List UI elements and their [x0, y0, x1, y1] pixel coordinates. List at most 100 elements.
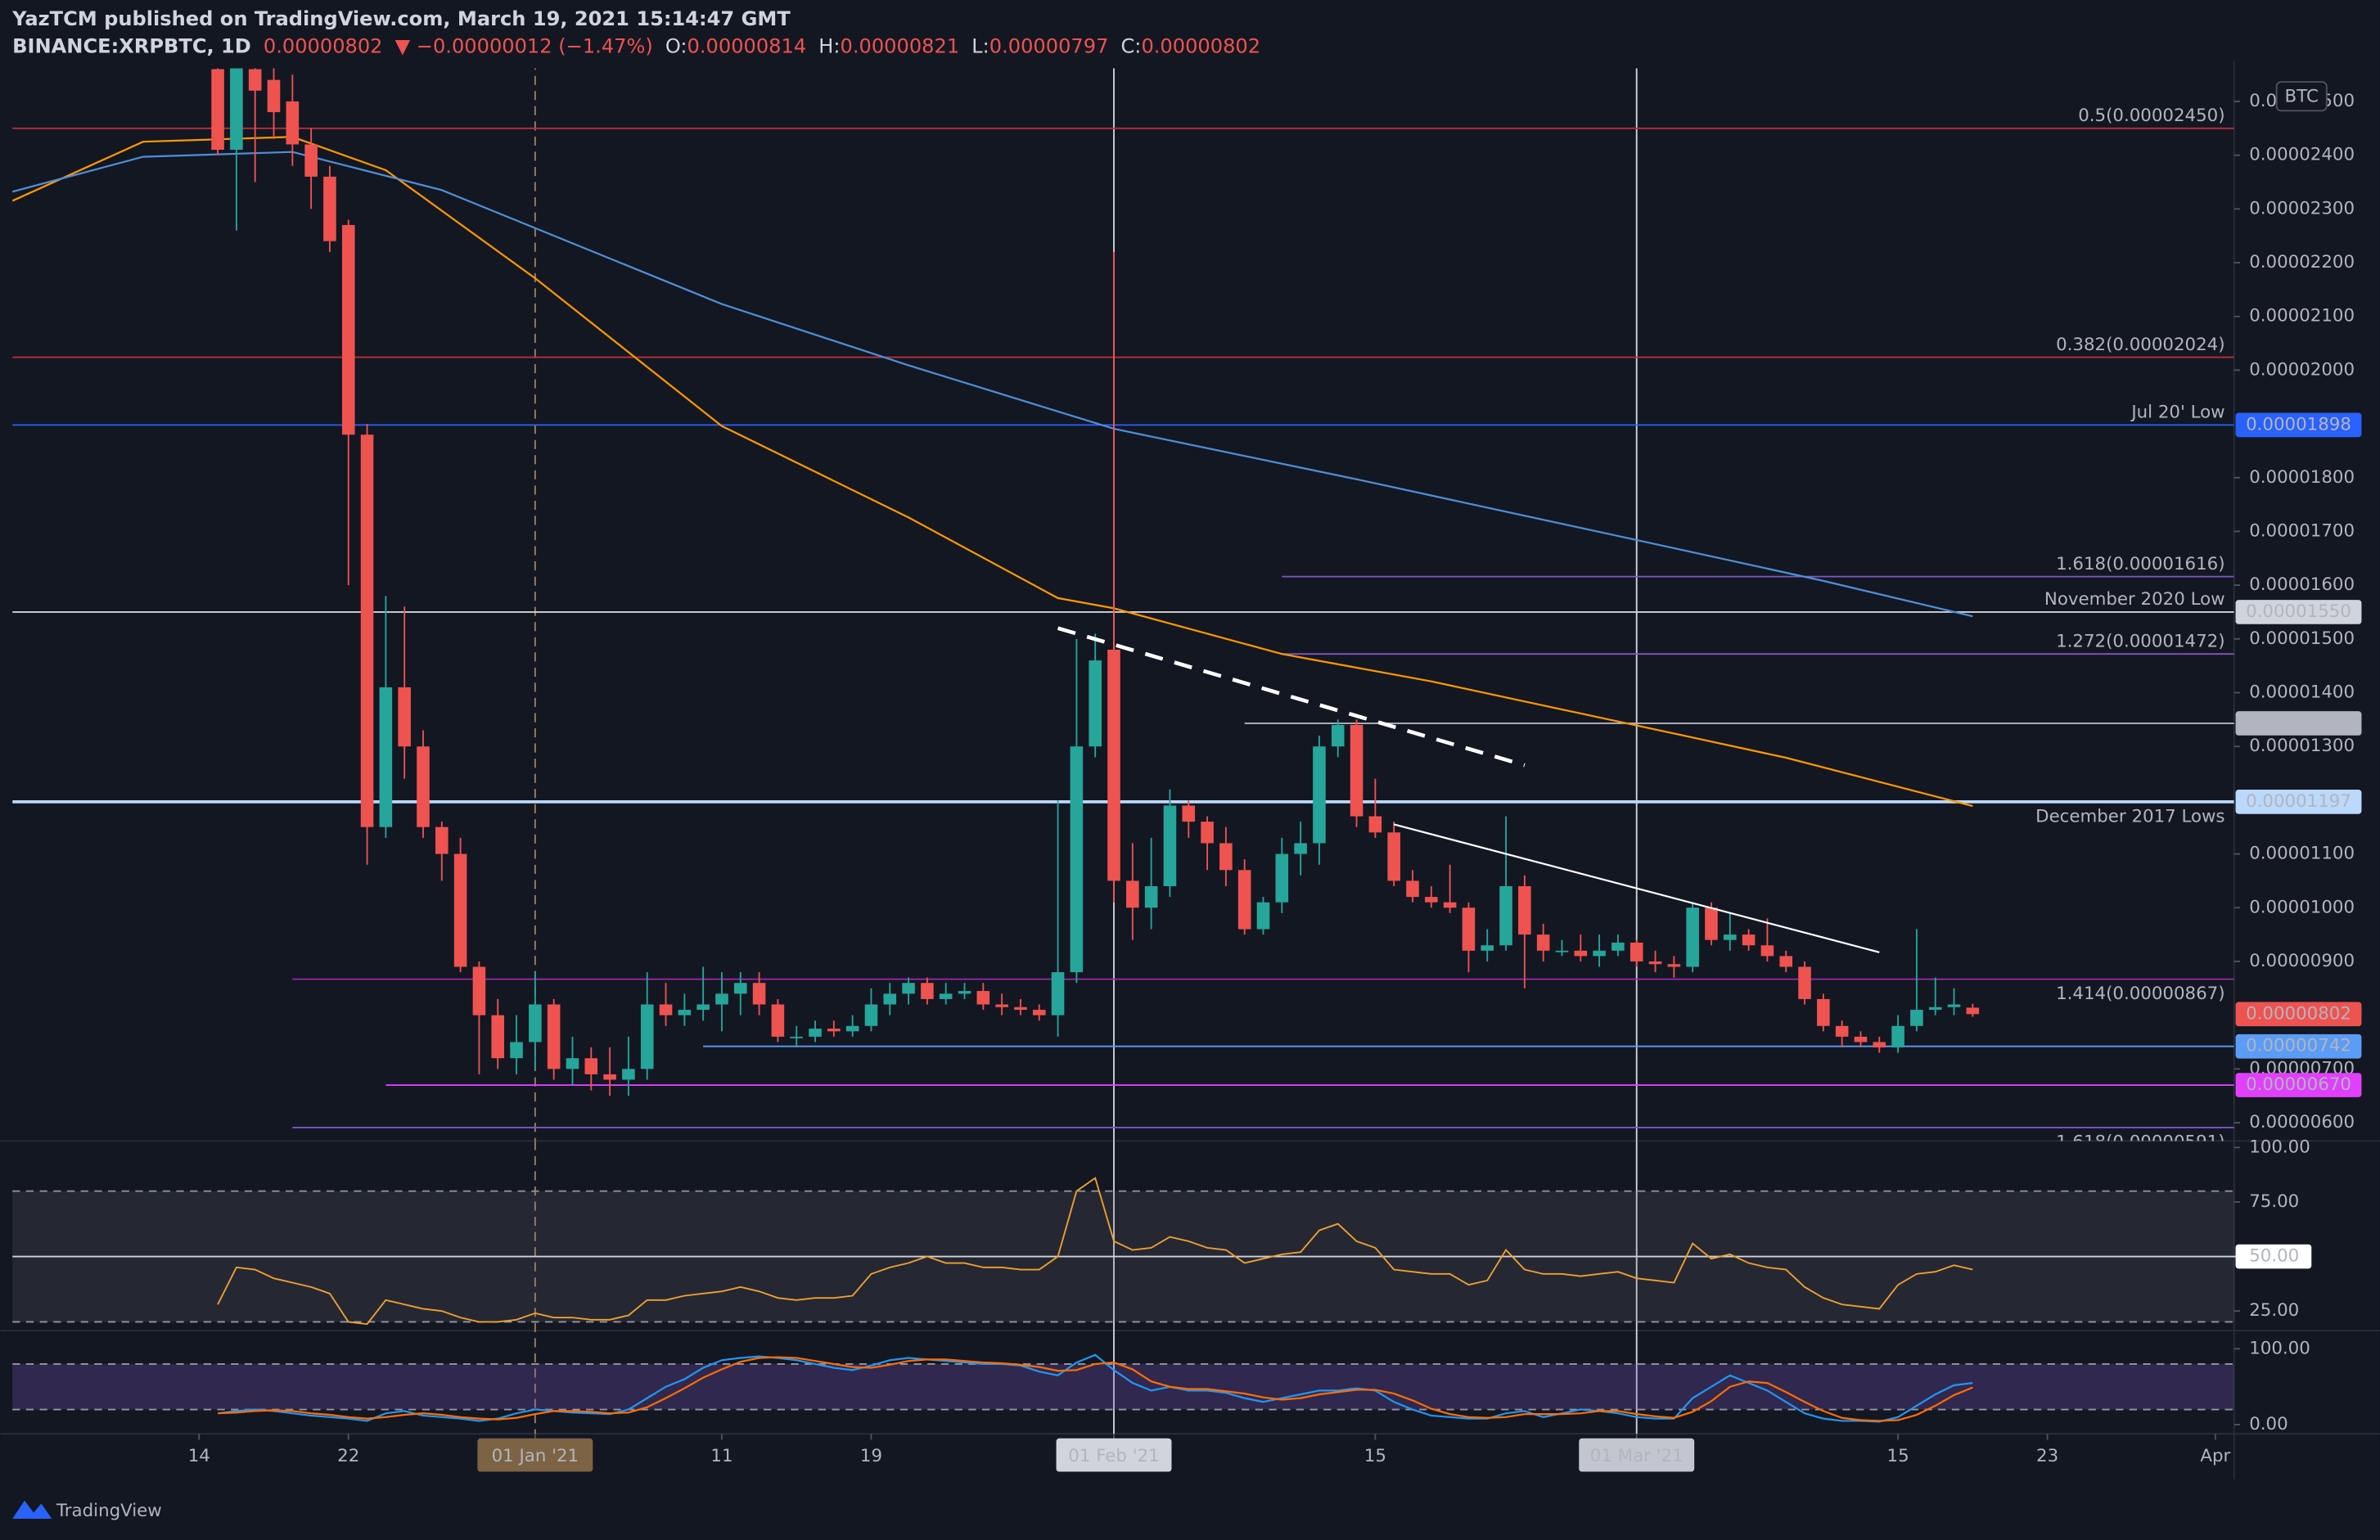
level-label: 1.414(0.00000867): [2056, 984, 2224, 1004]
x-tick-label: 22: [337, 1446, 359, 1466]
candle-body: [1443, 902, 1457, 908]
candle-body: [398, 687, 411, 747]
price-box-label: 0.00000802: [2246, 1003, 2351, 1024]
candle-body: [1331, 724, 1345, 747]
candle-body: [1611, 942, 1625, 951]
last-price: 0.00000802: [264, 34, 383, 57]
y-tick-label: 25.00: [2249, 1300, 2299, 1321]
y-tick-label: 50.00: [2249, 1246, 2299, 1267]
price-box-label: 0.00001197: [2246, 791, 2351, 812]
y-tick-label: 0.00001600: [2249, 574, 2355, 595]
candle-body: [1313, 746, 1326, 844]
y-tick-label: 0.00001100: [2249, 844, 2355, 864]
candle-body: [1629, 942, 1643, 961]
x-tick-label: 11: [710, 1446, 732, 1466]
y-tick-label: 0.00001000: [2249, 897, 2355, 917]
candle-body: [864, 1004, 878, 1026]
candle-body: [472, 966, 486, 1015]
candle-body: [304, 144, 318, 177]
price-pane: 0.5(0.00002450) 0.382(0.00002024) Jul 20' …: [12, 68, 2234, 1141]
candle-body: [1219, 843, 1233, 871]
symbol: BINANCE:XRPBTC, 1D: [12, 34, 251, 57]
y-tick-label: 0.00001800: [2249, 467, 2355, 488]
ohlc-value: 0.00000802: [1141, 34, 1260, 57]
x-tick-label: Apr: [2200, 1446, 2230, 1466]
x-tick-label: 01 Feb '21: [1068, 1446, 1159, 1466]
ohlc-value: 0.00000814: [687, 34, 807, 57]
candle-body: [1144, 885, 1158, 908]
level-note: November 2020 Low: [2044, 589, 2225, 610]
tick-box: [2235, 1244, 2312, 1269]
candle-body: [211, 69, 224, 151]
y-tick-label: 0.00002000: [2249, 359, 2355, 380]
candle-body: [1574, 950, 1588, 957]
candle-body: [1835, 1025, 1849, 1037]
x-tick-label: 15: [1887, 1446, 1909, 1466]
candle-body: [360, 435, 374, 827]
x-tick-label: 23: [2036, 1446, 2058, 1466]
price-box: [2235, 1002, 2362, 1027]
trendline: [1393, 823, 1880, 953]
candle-body: [1499, 885, 1512, 946]
candle-body: [790, 1036, 804, 1038]
price-box-label: 0.00000742: [2246, 1036, 2351, 1056]
x-tick-label: 15: [1364, 1446, 1386, 1466]
candle-body: [510, 1042, 523, 1059]
y-tick-label: 0.00000600: [2249, 1112, 2355, 1132]
candle-body: [1742, 934, 1756, 946]
candle-body: [1462, 907, 1476, 951]
candle-body: [1051, 972, 1065, 1015]
candle-body: [230, 68, 243, 151]
panes: 100.00 75.00 50.00 25.00 100.00 0.00 14 22 01 Ja…: [0, 61, 2380, 1479]
candle-body: [1237, 870, 1251, 930]
candle-body: [678, 1010, 692, 1015]
candle-body: [1966, 1007, 1980, 1015]
candle-body: [1760, 945, 1774, 957]
price-box: [2235, 1073, 2362, 1097]
x-tick-box: [1056, 1438, 1172, 1472]
level-note: Jul 20' Low: [2130, 403, 2224, 423]
candle-body: [696, 1004, 710, 1011]
candle-body: [1032, 1010, 1046, 1015]
price-change: ▼ −0.00000012 (−1.47%): [395, 34, 653, 57]
candle-body: [1947, 1004, 1961, 1007]
stoch-line: [218, 1356, 1973, 1422]
x-tick-label: 01 Jan '21: [492, 1446, 579, 1466]
currency: BTC: [2285, 87, 2319, 107]
symbol-line: BINANCE:XRPBTC, 1D 0.00000802 ▼ −0.00000…: [12, 34, 1260, 57]
price-box: [2235, 711, 2362, 736]
x-tick-box: [477, 1438, 593, 1472]
y-tick-label: 0.00002200: [2249, 252, 2355, 272]
band: [12, 1363, 2234, 1410]
candle-body: [995, 1004, 1008, 1007]
y-tick-label: 0.00: [2249, 1414, 2288, 1434]
logo-icon: [12, 1500, 52, 1520]
brand: TradingView: [56, 1501, 162, 1521]
candle-body: [491, 1015, 505, 1059]
candle-body: [1817, 998, 1830, 1026]
candle-body: [1536, 934, 1550, 951]
candle-body: [1201, 822, 1214, 844]
candle-body: [883, 993, 897, 1005]
trendline: [1057, 626, 1526, 768]
level-note: December 2017 Lows: [2035, 806, 2224, 826]
y-tick-label: 100.00: [2249, 1137, 2310, 1157]
candle-body: [902, 983, 915, 994]
candle-body: [248, 69, 262, 91]
ohlc-value: 0.00000821: [841, 34, 960, 57]
x-tick-label: 19: [860, 1446, 882, 1466]
level-label: 0.5(0.00002450): [2078, 106, 2224, 126]
candle-body: [435, 826, 449, 854]
price-box: [2235, 1033, 2362, 1059]
ohlc-key: C:: [1120, 34, 1141, 57]
level-label: 1.272(0.00001472): [2056, 631, 2224, 651]
candle-body: [1891, 1025, 1904, 1048]
candle-body: [939, 993, 953, 999]
publisher: YazTCM published on TradingView.com, Mar…: [11, 7, 791, 30]
ohlc-key: L:: [971, 34, 989, 57]
price-axis: 0.000025000.000024000.000023000.00002200…: [2234, 91, 2362, 1132]
candle-body: [1648, 961, 1662, 965]
candle-body: [1667, 964, 1681, 967]
